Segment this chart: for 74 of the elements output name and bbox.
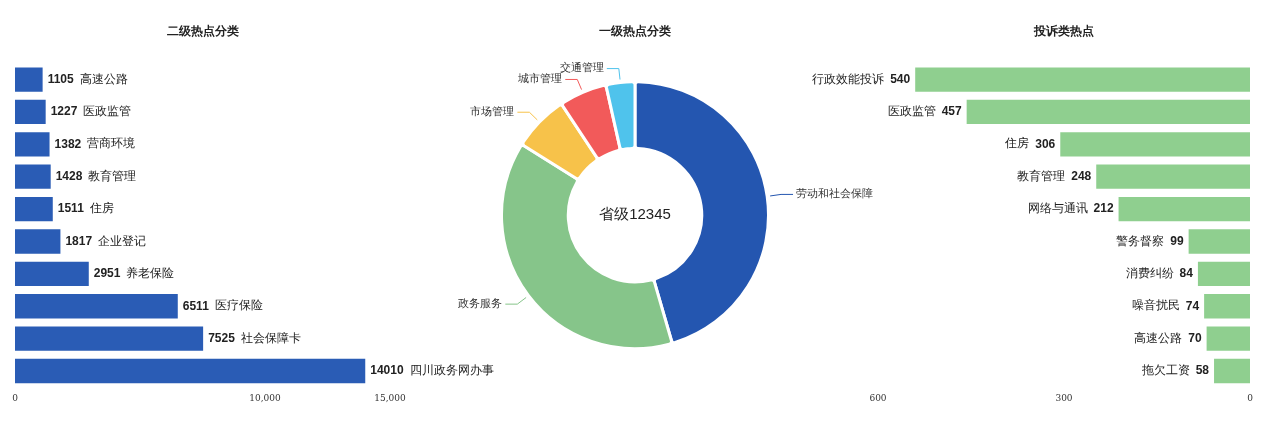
data-label: 1227 — [50, 104, 78, 119]
category-label: 住房 — [89, 201, 114, 216]
slice-label: 政务服务 — [458, 296, 503, 310]
category-label: 高速公路 — [79, 71, 128, 86]
category-label: 养老保险 — [126, 265, 175, 280]
category-label: 行政效能投诉 — [812, 71, 885, 86]
x-tick-label: 15,000 — [374, 392, 407, 403]
data-label: 84 — [1179, 266, 1194, 281]
x-tick-label: 300 — [1055, 392, 1073, 403]
category-label: 教育管理 — [88, 168, 137, 183]
data-label: 248 — [1071, 169, 1092, 184]
bar — [1214, 358, 1250, 384]
data-label: 14010 — [370, 363, 404, 378]
data-label: 306 — [1035, 136, 1056, 151]
data-label: 1428 — [55, 169, 83, 184]
bar — [15, 99, 46, 125]
bar — [15, 196, 53, 222]
data-label: 1817 — [65, 233, 93, 248]
bar — [915, 67, 1250, 92]
data-label: 540 — [890, 71, 911, 86]
category-label: 教育管理 — [1017, 168, 1066, 183]
chart-title: 一级热点分类 — [599, 24, 671, 39]
bar — [1060, 132, 1250, 157]
category-label: 住房 — [1005, 136, 1030, 151]
bar — [1204, 294, 1250, 319]
chart-title: 投诉类热点 — [1033, 24, 1094, 39]
category-label: 噪音扰民 — [1131, 298, 1180, 313]
category-label: 拖欠工资 — [1141, 363, 1190, 378]
bar — [15, 229, 61, 254]
category-label: 警务督察 — [1116, 233, 1165, 248]
slice-label: 城市管理 — [517, 72, 563, 86]
category-label: 医疗保险 — [214, 298, 263, 313]
category-label: 企业登记 — [98, 233, 147, 248]
data-label: 2951 — [93, 266, 121, 281]
bar — [15, 261, 89, 287]
slice-label: 市场管理 — [470, 105, 515, 119]
data-label: 74 — [1185, 298, 1200, 313]
category-label: 营商环境 — [87, 136, 136, 151]
bar — [1188, 229, 1250, 254]
data-label: 1511 — [57, 201, 85, 216]
bar — [1197, 261, 1250, 287]
x-tick-label: 10,000 — [249, 392, 282, 403]
text: 省级12345 — [599, 205, 671, 223]
category-label: 医政监管 — [83, 104, 132, 119]
category-label: 消费纠纷 — [1125, 265, 1174, 280]
x-tick-label: 0 — [12, 392, 19, 403]
x-tick-label: 600 — [869, 392, 887, 403]
bar — [15, 67, 43, 92]
category-label: 网络与通讯 — [1027, 201, 1088, 216]
bar — [1206, 326, 1250, 351]
bar — [1096, 164, 1250, 189]
chart-title: 二级热点分类 — [166, 24, 239, 39]
bar — [15, 358, 366, 384]
bar — [966, 99, 1250, 125]
bar — [15, 132, 50, 157]
data-label: 1382 — [54, 136, 82, 151]
category-label: 医政监管 — [887, 104, 936, 119]
bar — [1118, 196, 1250, 222]
category-label: 四川政务网办事 — [409, 363, 494, 378]
data-label: 1105 — [47, 71, 74, 86]
category-label: 高速公路 — [1134, 330, 1183, 345]
data-label: 7525 — [208, 330, 236, 345]
data-label: 58 — [1195, 363, 1210, 378]
data-label: 99 — [1170, 233, 1184, 248]
slice-label: 劳动和社会保障 — [796, 187, 874, 201]
bar — [15, 326, 204, 351]
data-label: 457 — [941, 104, 962, 119]
data-label: 70 — [1188, 330, 1202, 345]
data-label: 212 — [1093, 201, 1114, 216]
x-tick-label: 0 — [1247, 392, 1254, 403]
data-label: 6511 — [182, 298, 210, 313]
bar — [15, 164, 51, 189]
category-label: 社会保障卡 — [240, 330, 301, 345]
bar — [15, 294, 178, 319]
